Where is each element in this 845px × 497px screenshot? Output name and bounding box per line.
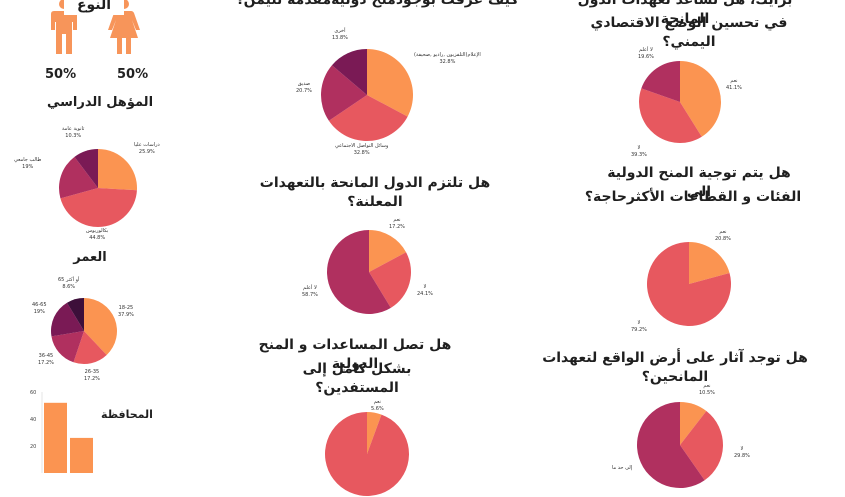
commit-label-no: لا 24.1% (417, 284, 433, 297)
how-known-pie-chart (321, 49, 413, 141)
impact-label-somewhat: إلى حد ما (612, 465, 633, 471)
help-title-line2: في تحسين الوضع الاقتصادي اليمني؟ (590, 15, 788, 50)
reach-title-line1: هل تصل المساعدات و المنح الدولية (258, 337, 452, 372)
help-slice-2 (641, 61, 680, 102)
commit-label-yes: نعم 17.2% (389, 217, 405, 230)
impact-label-no: لا 29.8% (734, 446, 750, 459)
education-slice-0 (98, 149, 137, 191)
age-label-36-45: 36-45 17.2% (38, 353, 54, 366)
help-slice-0 (680, 61, 721, 137)
how-known-label-other: أخرى 13.8% (332, 28, 348, 41)
gender-title: النوع (64, 0, 124, 15)
age-label-46-65: 46-65 19% (32, 302, 47, 315)
direct-title-line2: الفئات و القطاعات الأكثرحاجة؟ (584, 189, 802, 205)
how-known-title: كيف عرفت بوجودمنح دوليةمقدمة لليمن؟ (235, 0, 519, 8)
education-slice-3 (74, 149, 98, 188)
direct-slice-1 (647, 242, 731, 326)
impact-slice-2 (637, 402, 705, 488)
help-pie-chart (639, 61, 721, 143)
age-slice-4 (67, 298, 84, 331)
how-known-label-friend: صديق 20.7% (296, 81, 312, 94)
commit-slice-0 (369, 230, 407, 272)
help-slice-1 (639, 88, 702, 143)
reach-slice-1 (325, 412, 409, 496)
how_known-slice-0 (367, 49, 413, 117)
direct-label-no: لا 79.2% (631, 320, 647, 333)
impact-pie-chart (637, 402, 723, 488)
direct-label-yes: نعم 20.8% (715, 229, 731, 242)
reach-slice-0 (367, 412, 382, 454)
female-percent: 50% (117, 67, 149, 82)
impact-title: هل توجد آثار على أرض الواقع لتعهدات الما… (542, 350, 808, 385)
province-bar-chart: 60 40 20 (30, 390, 93, 473)
edu-label-bachelor: بكالوريوس 44.8% (86, 228, 109, 241)
help-label-yes: نعم 41.1% (726, 78, 742, 91)
province-y-tick-2: 20 (30, 444, 36, 450)
how-known-label-media: الإعلام(التلفزيون ,راديو ,صحيفة) 32.8% (414, 52, 481, 65)
direct-slice-0 (689, 242, 730, 284)
age-title: العمر (73, 250, 107, 265)
reach-label-yes: نعم 5.6% (371, 399, 384, 412)
help-label-dontknow: لا أعلم 19.6% (638, 47, 654, 60)
male-percent: 50% (45, 67, 77, 82)
education-title: المؤهل الدراسي (46, 95, 154, 110)
reach-pie-chart (325, 412, 409, 496)
education-slice-2 (59, 156, 98, 199)
education-slice-1 (60, 188, 137, 228)
reach-title-line2: بشكل كامل إلى المستفدين؟ (302, 361, 412, 396)
province-bar-0 (44, 402, 67, 473)
edu-label-secondary: ثانوية عامة 10.3% (62, 126, 85, 139)
help-title-line1: برايك، هل تساعد تعهدات الدول المانحة (577, 0, 793, 27)
age-slice-0 (84, 298, 118, 355)
commit-title: هل تلتزم الدول المانحة بالتعهدات المعلنة… (259, 175, 491, 210)
age-label-26-35: 26-35 17.2% (84, 369, 100, 382)
commit-label-dontknow: لا أعلم 58.7% (302, 285, 318, 298)
edu-label-postgrad: دراسات عليا 25.9% (134, 142, 160, 155)
province-bar-1 (70, 437, 93, 473)
age-slice-2 (51, 331, 84, 363)
how_known-slice-3 (331, 49, 367, 95)
age-slice-3 (51, 302, 84, 337)
impact-slice-0 (680, 402, 707, 445)
commit-slice-2 (327, 230, 391, 314)
edu-label-student: طالب جامعي 19% (14, 157, 42, 170)
direct-pie-chart (647, 242, 731, 326)
province-title: المحافظة (101, 408, 153, 421)
impact-label-yes: نعم 10.5% (699, 383, 715, 396)
how-known-label-social: وسائل التواصل الاجتماعي 32.8% (335, 143, 389, 156)
age-label-18-25: 18-25 37.9% (118, 305, 134, 318)
how_known-slice-2 (321, 65, 367, 121)
age-label-65plus: 65 أو أكثر 8.6% (58, 277, 80, 290)
how_known-slice-1 (328, 95, 408, 141)
province-y-tick-1: 40 (30, 417, 36, 423)
education-pie-chart (59, 149, 137, 228)
age-slice-1 (73, 331, 107, 364)
commit-slice-1 (369, 252, 411, 308)
direct-title-line1: هل يتم توجية المنح الدولية إلى (607, 165, 791, 200)
help-label-no: لا 39.3% (631, 145, 647, 158)
age-pie-chart (51, 298, 118, 364)
commit-pie-chart (327, 230, 411, 314)
province-y-tick-0: 60 (30, 390, 36, 396)
impact-slice-1 (680, 411, 723, 481)
